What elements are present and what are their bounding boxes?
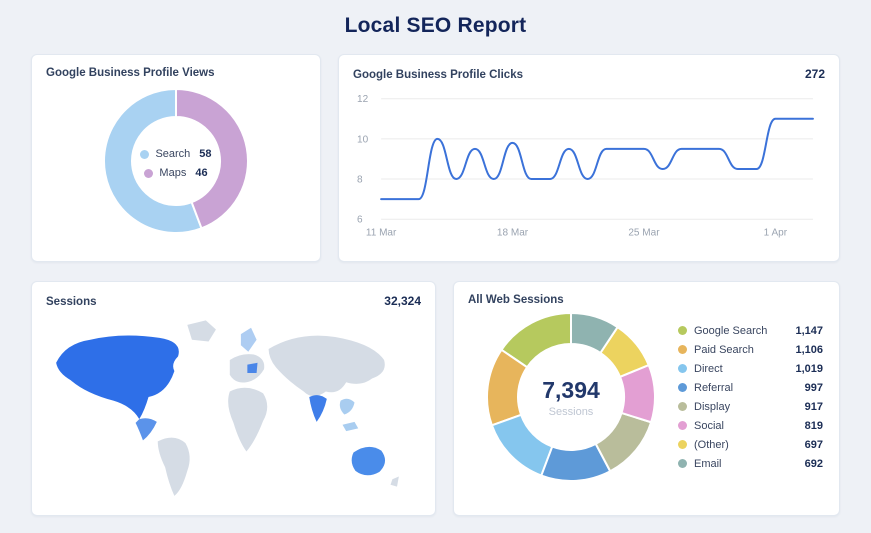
svg-text:11 Mar: 11 Mar <box>366 227 397 238</box>
bottom-row: Sessions 32,324 <box>31 281 840 516</box>
region-scandinavia <box>240 327 257 352</box>
legend-value: 997 <box>804 381 823 394</box>
svg-text:25 Mar: 25 Mar <box>628 227 660 238</box>
legend-item-email: Email 692 <box>678 458 823 470</box>
legend-label: Social <box>694 419 724 432</box>
web-sessions-donut-chart <box>486 311 656 482</box>
svg-text:12: 12 <box>357 94 369 105</box>
legend-dot-google-search <box>678 326 687 335</box>
legend-value: 692 <box>804 457 823 470</box>
world-map <box>56 320 399 496</box>
legend-item-google-search: Google Search 1,147 <box>678 325 823 337</box>
region-new-zealand <box>390 476 399 487</box>
card-title-gbp-views: Google Business Profile Views <box>46 67 215 79</box>
card-all-web-sessions: All Web Sessions 7,394 Sessions Google S… <box>453 281 840 516</box>
region-mexico <box>135 418 157 441</box>
legend-label: Referral <box>694 381 734 394</box>
card-gbp-views: Google Business Profile Views Search 58 … <box>31 54 321 262</box>
web-sessions-total: 7,394 <box>542 376 600 403</box>
legend-label-search: Search <box>155 148 191 160</box>
legend-dot-other <box>678 440 687 449</box>
legend-dot-paid-search <box>678 345 687 354</box>
region-europe <box>229 354 265 383</box>
legend-value: 1,147 <box>795 324 823 337</box>
svg-text:10: 10 <box>357 134 369 145</box>
region-central-europe <box>247 362 258 373</box>
gbp-views-legend: Search 58 Maps 46 <box>100 85 252 242</box>
region-south-america <box>157 437 190 496</box>
region-india <box>309 395 327 422</box>
legend-value: 1,106 <box>795 343 823 356</box>
legend-dot-referral <box>678 383 687 392</box>
card-header: Google Business Profile Views <box>46 67 306 79</box>
region-asia <box>268 335 385 397</box>
card-header: Google Business Profile Clicks 272 <box>353 67 825 81</box>
legend-dot-social <box>678 421 687 430</box>
legend-value: 819 <box>804 419 823 432</box>
legend-dot-email <box>678 459 687 468</box>
card-header: All Web Sessions <box>468 294 825 306</box>
region-africa <box>228 387 268 452</box>
legend-dot-search <box>140 149 150 159</box>
web-sessions-legend: Google Search 1,147 Paid Search 1,106 Di… <box>678 325 823 470</box>
region-indonesia <box>342 421 359 432</box>
card-sessions: Sessions 32,324 <box>31 281 436 516</box>
legend-value-search: 58 <box>199 148 212 160</box>
legend-value: 697 <box>804 438 823 451</box>
gbp-views-donut-chart <box>103 87 249 234</box>
sessions-total: 32,324 <box>384 294 421 308</box>
legend-item-search: Search 58 <box>140 148 212 160</box>
card-title-gbp-clicks: Google Business Profile Clicks <box>353 69 523 81</box>
card-header: Sessions 32,324 <box>46 294 421 308</box>
legend-value: 917 <box>804 400 823 413</box>
card-title-sessions: Sessions <box>46 296 97 308</box>
legend-label-maps: Maps <box>159 167 187 179</box>
legend-label: Direct <box>694 362 723 375</box>
sessions-map-wrap <box>46 312 421 506</box>
card-title-all-web-sessions: All Web Sessions <box>468 294 564 306</box>
legend-item-direct: Direct 1,019 <box>678 363 823 375</box>
legend-dot-display <box>678 402 687 411</box>
gbp-views-donut: Search 58 Maps 46 <box>100 85 252 242</box>
region-australia <box>351 446 386 476</box>
top-row: Google Business Profile Views Search 58 … <box>31 54 840 262</box>
svg-text:18 Mar: 18 Mar <box>497 227 529 238</box>
svg-text:1 Apr: 1 Apr <box>764 227 788 238</box>
legend-label: Google Search <box>694 324 768 337</box>
gbp-clicks-line-wrap: 6 8 10 12 11 Mar 18 Mar 25 Mar 1 Apr <box>353 89 825 243</box>
legend-label: (Other) <box>694 438 729 451</box>
page-title: Local SEO Report <box>344 14 527 37</box>
web-sessions-center: 7,394 Sessions <box>482 308 660 486</box>
legend-item-maps: Maps 46 <box>144 167 208 179</box>
legend-item-social: Social 819 <box>678 420 823 432</box>
svg-text:8: 8 <box>357 175 363 186</box>
legend-label: Paid Search <box>694 343 754 356</box>
legend-item-referral: Referral 997 <box>678 382 823 394</box>
legend-value: 1,019 <box>795 362 823 375</box>
legend-value-maps: 46 <box>195 167 208 179</box>
region-north-america <box>56 335 179 420</box>
legend-item-paid-search: Paid Search 1,106 <box>678 344 823 356</box>
region-se-asia <box>339 398 355 415</box>
legend-label: Display <box>694 400 731 413</box>
card-gbp-clicks: Google Business Profile Clicks 272 6 8 10 1… <box>338 54 840 262</box>
legend-label: Email <box>694 457 722 470</box>
web-sessions-center-label: Sessions <box>548 405 594 418</box>
gbp-clicks-line-chart: 6 8 10 12 11 Mar 18 Mar 25 Mar 1 Apr <box>357 94 814 238</box>
web-sessions-body: 7,394 Sessions Google Search 1,147 Paid … <box>468 308 825 486</box>
region-greenland <box>187 320 216 342</box>
legend-item-display: Display 917 <box>678 401 823 413</box>
legend-dot-direct <box>678 364 687 373</box>
svg-text:6: 6 <box>357 215 363 226</box>
web-sessions-donut: 7,394 Sessions <box>482 308 660 486</box>
legend-item-other: (Other) 697 <box>678 439 823 451</box>
legend-dot-maps <box>144 168 154 178</box>
gbp-clicks-total: 272 <box>804 67 825 81</box>
